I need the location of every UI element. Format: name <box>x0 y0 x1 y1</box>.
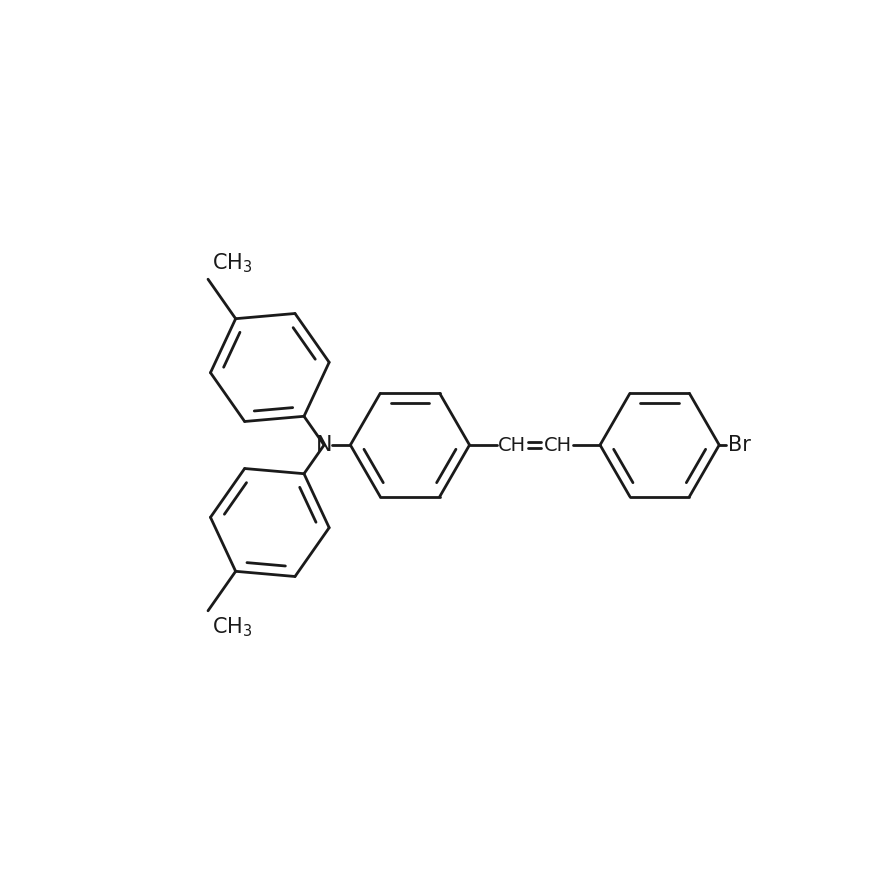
Text: CH: CH <box>498 435 526 455</box>
Text: CH$_3$: CH$_3$ <box>213 615 253 639</box>
Text: CH$_3$: CH$_3$ <box>213 251 253 275</box>
Text: Br: Br <box>728 435 751 455</box>
Text: N: N <box>316 435 332 455</box>
Text: CH: CH <box>544 435 572 455</box>
